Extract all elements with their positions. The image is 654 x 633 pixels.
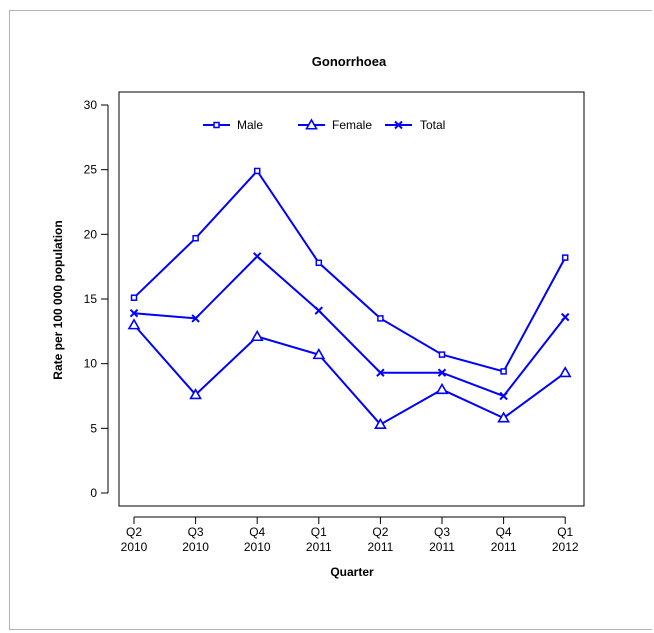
total-point xyxy=(376,368,385,377)
legend-item-male: Male xyxy=(203,118,263,132)
x-axis-title: Quarter xyxy=(330,565,374,579)
x-axis: Q22010Q32010Q42010Q12011Q22011Q32011Q420… xyxy=(121,516,579,554)
chart-frame xyxy=(9,10,652,630)
series-line-female xyxy=(133,324,566,426)
legend: Male Female Total xyxy=(203,118,445,132)
total-point xyxy=(252,252,262,261)
total-point xyxy=(314,306,324,315)
x-tick-label-quarter: Q2 xyxy=(126,525,142,539)
x-tick-label-year: 2012 xyxy=(552,540,579,554)
y-tick-label: 15 xyxy=(84,292,98,306)
series-line-male xyxy=(133,169,567,373)
y-axis: 0 5 10 15 20 25 30 xyxy=(84,98,109,500)
legend-marker xyxy=(213,121,220,129)
series-female xyxy=(127,318,572,430)
total-point xyxy=(191,314,200,323)
legend-label: Total xyxy=(420,118,445,132)
x-tick-label-quarter: Q2 xyxy=(372,525,388,539)
legend-item-female: Female xyxy=(298,118,372,132)
y-tick-label: 20 xyxy=(84,227,98,241)
female-point xyxy=(558,366,572,378)
x-tick-label-quarter: Q4 xyxy=(249,525,265,539)
legend-marker xyxy=(394,120,403,130)
x-tick-label-year: 2010 xyxy=(121,540,148,554)
legend-item-total: Total xyxy=(385,118,445,132)
x-tick-label-quarter: Q4 xyxy=(496,525,512,539)
female-point xyxy=(250,329,264,342)
female-point xyxy=(374,417,387,430)
y-axis-title: Rate per 100 000 population xyxy=(51,220,65,379)
total-point xyxy=(560,312,570,322)
total-point xyxy=(437,368,447,377)
x-tick-label-year: 2011 xyxy=(306,540,332,554)
x-tick-label-year: 2010 xyxy=(244,540,271,554)
legend-marker xyxy=(305,118,318,130)
x-tick-label-year: 2011 xyxy=(429,540,455,554)
series-layer xyxy=(127,167,572,430)
male-point xyxy=(561,254,569,261)
plot-area xyxy=(118,91,585,507)
male-point xyxy=(192,234,199,242)
chart-title: Gonorrhoea xyxy=(312,54,387,69)
x-tick-label-year: 2010 xyxy=(182,540,209,554)
legend-label: Male xyxy=(237,118,263,132)
female-point xyxy=(497,411,510,423)
y-tick-label: 25 xyxy=(84,163,98,177)
female-point xyxy=(127,318,141,330)
y-tick-label: 5 xyxy=(90,421,97,435)
male-point xyxy=(253,167,261,175)
total-point xyxy=(499,391,508,401)
x-tick-label-quarter: Q3 xyxy=(188,525,204,539)
male-point xyxy=(438,351,446,358)
y-tick-label: 10 xyxy=(84,357,98,371)
x-tick-label-year: 2011 xyxy=(367,540,393,554)
male-point xyxy=(315,259,323,267)
male-point xyxy=(500,368,507,375)
x-tick-label-quarter: Q3 xyxy=(434,525,450,539)
series-line-total xyxy=(133,254,566,398)
female-point xyxy=(312,348,326,360)
y-tick-label: 30 xyxy=(84,98,98,112)
series-total xyxy=(129,252,570,401)
x-tick-label-quarter: Q1 xyxy=(557,525,573,539)
x-tick-label-year: 2011 xyxy=(491,540,517,554)
female-point xyxy=(189,388,202,400)
female-point xyxy=(435,382,449,395)
male-point xyxy=(130,294,138,301)
series-male xyxy=(130,167,569,375)
male-point xyxy=(377,315,384,322)
y-tick-label: 0 xyxy=(90,486,97,500)
total-point xyxy=(129,309,139,318)
x-tick-label-quarter: Q1 xyxy=(311,525,327,539)
legend-label: Female xyxy=(332,118,372,132)
